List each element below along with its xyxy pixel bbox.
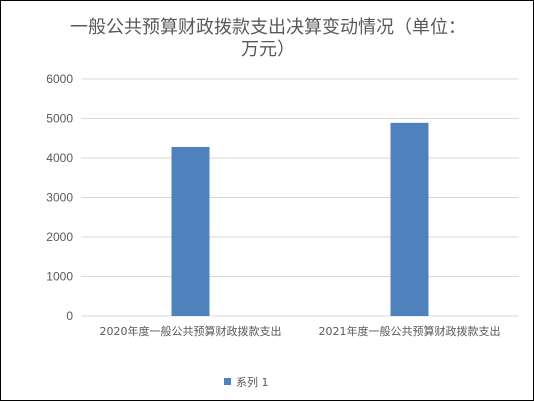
chart-title-line-2: 万元） — [241, 39, 295, 60]
y-tick-label-0: 0 — [66, 309, 73, 323]
bar-1 — [390, 122, 429, 316]
x-axis: 2020年度一般公共预算财政拨款支出 2021年度一般公共预算财政拨款支出 — [100, 324, 501, 338]
chart-title-line-1: 一般公共预算财政拨款支出决算变动情况（单位： — [70, 17, 466, 38]
legend-swatch — [224, 378, 231, 385]
category-label-1: 2021年度一般公共预算财政拨款支出 — [319, 324, 501, 338]
y-tick-label-3: 3000 — [46, 191, 73, 205]
y-tick-label-2: 2000 — [46, 230, 73, 244]
y-axis: 0 1000 2000 3000 4000 5000 6000 — [46, 72, 73, 323]
gridlines — [81, 78, 519, 317]
y-tick-label-6: 6000 — [46, 72, 73, 86]
y-tick-label-5: 5000 — [46, 112, 73, 126]
bar-0 — [171, 146, 210, 316]
legend-label: 系列 1 — [236, 375, 269, 389]
y-tick-label-1: 1000 — [46, 270, 73, 284]
y-tick-label-4: 4000 — [46, 151, 73, 165]
category-label-0: 2020年度一般公共预算财政拨款支出 — [100, 324, 282, 338]
bars — [171, 122, 429, 316]
legend: 系列 1 — [224, 375, 269, 389]
